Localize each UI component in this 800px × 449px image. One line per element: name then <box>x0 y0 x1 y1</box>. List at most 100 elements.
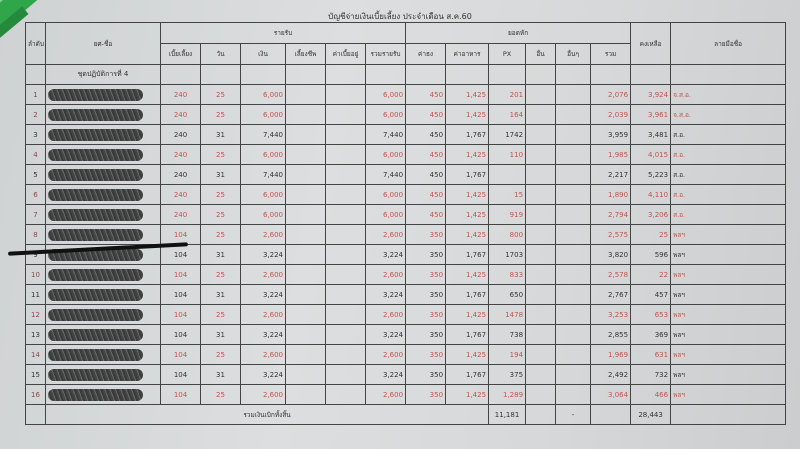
cell-sig: จ.ส.อ. <box>670 104 787 125</box>
cell-flag: 350 <box>405 264 447 285</box>
redacted-name <box>45 84 161 105</box>
empty-cell <box>325 324 366 345</box>
cell-rate: 240 <box>160 184 201 205</box>
cell-total_out: 3,820 <box>590 244 632 265</box>
redaction-scribble <box>48 328 143 341</box>
cell-total_out: 2,217 <box>590 164 632 185</box>
cell-amount: 2,600 <box>240 344 286 365</box>
cell-amount: 6,000 <box>240 104 286 125</box>
cell-days: 25 <box>200 264 241 285</box>
cell-rate: 240 <box>160 84 201 105</box>
redacted-name <box>45 124 161 145</box>
empty-cell <box>525 284 557 305</box>
cell-days: 25 <box>200 224 241 245</box>
header-deduct-0: ค่าธง <box>405 43 447 65</box>
redaction-scribble <box>48 288 143 301</box>
cell-sig: พลฯ <box>670 224 787 245</box>
header-deduct-2: PX <box>488 43 527 65</box>
cell-i: 7 <box>25 204 46 225</box>
empty-cell <box>525 204 557 225</box>
cell-days: 31 <box>200 324 241 345</box>
cell-food: 1,425 <box>445 184 490 205</box>
cell-flag: 350 <box>405 324 447 345</box>
empty-cell <box>525 104 557 125</box>
cell-flag: 450 <box>405 164 447 185</box>
empty-cell <box>285 364 326 385</box>
cell-food: 1,425 <box>445 264 490 285</box>
cell-balance: 4,015 <box>630 144 672 165</box>
cell-px: 833 <box>488 264 527 285</box>
empty-cell <box>555 224 592 245</box>
cell-flag: 450 <box>405 144 447 165</box>
cell-sig: จ.ส.อ. <box>670 84 787 105</box>
cell-i: 3 <box>25 124 46 145</box>
cell-i: 2 <box>25 104 46 125</box>
redacted-name <box>45 344 161 365</box>
group-label: ชุดปฏิบัติการที่ 4 <box>45 64 161 85</box>
cell-amount: 7,440 <box>240 124 286 145</box>
empty-cell <box>555 244 592 265</box>
cell-rate: 240 <box>160 164 201 185</box>
redacted-name <box>45 304 161 325</box>
table-row: 14 104 25 2,600 2,600 350 1,425 194 1,969 631 พลฯ <box>25 344 787 365</box>
empty-cell <box>325 184 366 205</box>
empty-cell <box>525 124 557 145</box>
cell-total_in: 7,440 <box>364 164 407 185</box>
redacted-name <box>45 104 161 125</box>
empty-cell <box>325 124 366 145</box>
cell-total_out: 2,076 <box>590 84 632 105</box>
redaction-scribble <box>48 108 143 121</box>
empty-cell <box>555 184 592 205</box>
redaction-scribble <box>48 348 143 361</box>
cell-rate: 240 <box>160 144 201 165</box>
cell-amount: 2,600 <box>240 224 286 245</box>
cell-balance: 732 <box>630 364 672 385</box>
redacted-name <box>45 284 161 305</box>
cell-balance: 466 <box>630 384 672 405</box>
cell-days: 31 <box>200 364 241 385</box>
cell-total_out: 3,959 <box>590 124 632 145</box>
cell-amount: 2,600 <box>240 304 286 325</box>
cell-flag: 450 <box>405 204 447 225</box>
cell-i: 14 <box>25 344 46 365</box>
empty-cell <box>555 324 592 345</box>
cell-days: 25 <box>200 84 241 105</box>
cell-i: 1 <box>25 84 46 105</box>
cell-days: 25 <box>200 184 241 205</box>
empty-cell <box>555 204 592 225</box>
cell-total_out: 2,039 <box>590 104 632 125</box>
footer-balance-total: 28,443 <box>630 404 672 425</box>
cell-days: 31 <box>200 244 241 265</box>
cell-total_in: 2,600 <box>364 344 407 365</box>
redaction-scribble <box>48 168 143 181</box>
header-income-3: เลี้ยงชีพ <box>285 43 326 65</box>
cell-balance: 653 <box>630 304 672 325</box>
cell-rate: 104 <box>160 284 201 305</box>
empty-cell <box>555 124 592 145</box>
cell-amount: 6,000 <box>240 184 286 205</box>
cell-px: 194 <box>488 344 527 365</box>
cell-total_out: 1,890 <box>590 184 632 205</box>
header-index: ลำดับ <box>25 22 46 65</box>
table-row: 6 240 25 6,000 6,000 450 1,425 15 1,890 4,110 ส.อ. <box>25 184 787 205</box>
cell-i: 4 <box>25 144 46 165</box>
cell-food: 1,425 <box>445 144 490 165</box>
cell-balance: 596 <box>630 244 672 265</box>
redaction-scribble <box>48 148 143 161</box>
header-deduct-4: อื่นๆ <box>555 43 592 65</box>
empty-cell <box>285 284 326 305</box>
cell-food: 1,767 <box>445 124 490 145</box>
cell-balance: 457 <box>630 284 672 305</box>
cell-total_in: 6,000 <box>364 84 407 105</box>
cell-days: 31 <box>200 164 241 185</box>
empty-cell <box>325 284 366 305</box>
header-income-2: เงิน <box>240 43 286 65</box>
cell-px <box>488 164 527 185</box>
table-row: 5 240 31 7,440 7,440 450 1,767 2,217 5,223 ส.อ. <box>25 164 787 185</box>
empty-cell <box>555 84 592 105</box>
cell-balance: 369 <box>630 324 672 345</box>
cell-balance: 22 <box>630 264 672 285</box>
table-row: 8 104 25 2,600 2,600 350 1,425 800 2,575 25 พลฯ <box>25 224 787 245</box>
redaction-scribble <box>48 308 143 321</box>
redacted-name <box>45 324 161 345</box>
